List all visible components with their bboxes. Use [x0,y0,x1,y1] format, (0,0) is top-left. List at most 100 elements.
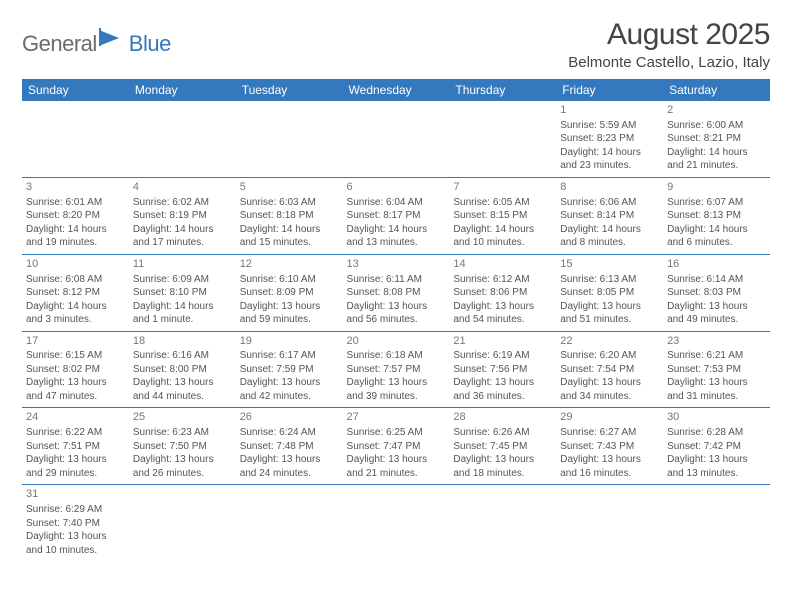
day-number: 16 [667,257,766,272]
title-block: August 2025 Belmonte Castello, Lazio, It… [568,18,770,71]
day-detail-line: Sunset: 8:02 PM [26,363,125,377]
day-number: 3 [26,180,125,195]
day-detail-line: and 42 minutes. [240,390,339,404]
day-detail-line: and 13 minutes. [667,467,766,481]
day-detail-line: Sunset: 7:45 PM [453,440,552,454]
day-number: 29 [560,410,659,425]
day-detail-line: Daylight: 14 hours [347,223,446,237]
day-cell: 26Sunrise: 6:24 AMSunset: 7:48 PMDayligh… [236,408,343,485]
day-detail-line: Sunset: 8:13 PM [667,209,766,223]
day-number: 11 [133,257,232,272]
day-detail-line: and 21 minutes. [347,467,446,481]
day-detail-line: and 44 minutes. [133,390,232,404]
day-detail-line: Daylight: 14 hours [453,223,552,237]
day-detail-line: and 10 minutes. [26,544,125,558]
day-detail-line: Sunset: 8:18 PM [240,209,339,223]
day-detail-line: Sunrise: 6:02 AM [133,196,232,210]
day-cell [22,101,129,177]
day-detail-line: Daylight: 13 hours [133,376,232,390]
day-detail-line: Sunrise: 6:29 AM [26,503,125,517]
day-detail-line: Daylight: 13 hours [240,453,339,467]
day-detail-line: Sunrise: 6:27 AM [560,426,659,440]
day-header: Tuesday [236,79,343,101]
day-detail-line: Sunrise: 6:00 AM [667,119,766,133]
calendar-page: General Blue August 2025 Belmonte Castel… [0,0,792,579]
day-detail-line: and 47 minutes. [26,390,125,404]
day-detail-line: Sunrise: 6:09 AM [133,273,232,287]
day-detail-line: Daylight: 13 hours [453,453,552,467]
day-detail-line: Sunset: 7:48 PM [240,440,339,454]
flag-icon [99,28,127,51]
day-detail-line: Sunrise: 6:26 AM [453,426,552,440]
day-header: Saturday [663,79,770,101]
week-row: 24Sunrise: 6:22 AMSunset: 7:51 PMDayligh… [22,408,770,485]
day-detail-line: Sunset: 7:47 PM [347,440,446,454]
day-detail-line: Sunset: 8:21 PM [667,132,766,146]
day-cell [449,101,556,177]
day-cell: 17Sunrise: 6:15 AMSunset: 8:02 PMDayligh… [22,331,129,408]
week-row: 3Sunrise: 6:01 AMSunset: 8:20 PMDaylight… [22,177,770,254]
week-row: 1Sunrise: 5:59 AMSunset: 8:23 PMDaylight… [22,101,770,177]
day-detail-line: Sunset: 8:12 PM [26,286,125,300]
day-detail-line: Daylight: 13 hours [667,300,766,314]
day-detail-line: and 18 minutes. [453,467,552,481]
day-number: 21 [453,334,552,349]
day-detail-line: Daylight: 13 hours [347,376,446,390]
week-row: 17Sunrise: 6:15 AMSunset: 8:02 PMDayligh… [22,331,770,408]
day-number: 6 [347,180,446,195]
day-number: 13 [347,257,446,272]
day-detail-line: Daylight: 14 hours [560,146,659,160]
day-detail-line: Sunrise: 6:07 AM [667,196,766,210]
day-detail-line: Sunset: 7:53 PM [667,363,766,377]
day-number: 25 [133,410,232,425]
day-cell [449,485,556,561]
day-detail-line: Sunrise: 6:16 AM [133,349,232,363]
day-detail-line: Sunset: 8:14 PM [560,209,659,223]
day-cell: 18Sunrise: 6:16 AMSunset: 8:00 PMDayligh… [129,331,236,408]
day-number: 22 [560,334,659,349]
day-detail-line: Sunrise: 6:22 AM [26,426,125,440]
day-detail-line: Daylight: 13 hours [560,453,659,467]
day-number: 30 [667,410,766,425]
day-cell: 24Sunrise: 6:22 AMSunset: 7:51 PMDayligh… [22,408,129,485]
day-header: Monday [129,79,236,101]
day-detail-line: and 39 minutes. [347,390,446,404]
day-detail-line: Sunrise: 6:10 AM [240,273,339,287]
day-detail-line: Daylight: 14 hours [133,223,232,237]
day-detail-line: Sunset: 8:23 PM [560,132,659,146]
day-detail-line: Sunrise: 6:24 AM [240,426,339,440]
day-detail-line: Daylight: 14 hours [26,223,125,237]
day-detail-line: Sunrise: 6:20 AM [560,349,659,363]
day-header: Wednesday [343,79,450,101]
day-detail-line: and 56 minutes. [347,313,446,327]
day-detail-line: Daylight: 13 hours [133,453,232,467]
day-detail-line: Sunrise: 6:13 AM [560,273,659,287]
day-number: 18 [133,334,232,349]
day-number: 27 [347,410,446,425]
day-detail-line: and 36 minutes. [453,390,552,404]
day-detail-line: Daylight: 14 hours [26,300,125,314]
day-detail-line: Sunset: 8:19 PM [133,209,232,223]
day-detail-line: Daylight: 13 hours [453,300,552,314]
day-cell [236,485,343,561]
day-cell: 27Sunrise: 6:25 AMSunset: 7:47 PMDayligh… [343,408,450,485]
day-detail-line: Sunset: 8:15 PM [453,209,552,223]
logo: General Blue [22,18,171,57]
day-detail-line: Sunrise: 6:12 AM [453,273,552,287]
day-detail-line: and 19 minutes. [26,236,125,250]
day-cell: 21Sunrise: 6:19 AMSunset: 7:56 PMDayligh… [449,331,556,408]
day-number: 5 [240,180,339,195]
day-header-row: Sunday Monday Tuesday Wednesday Thursday… [22,79,770,101]
day-detail-line: and 3 minutes. [26,313,125,327]
day-detail-line: and 24 minutes. [240,467,339,481]
day-number: 14 [453,257,552,272]
day-detail-line: Sunset: 7:50 PM [133,440,232,454]
day-cell [556,485,663,561]
day-cell: 31Sunrise: 6:29 AMSunset: 7:40 PMDayligh… [22,485,129,561]
day-detail-line: and 13 minutes. [347,236,446,250]
day-cell: 29Sunrise: 6:27 AMSunset: 7:43 PMDayligh… [556,408,663,485]
day-detail-line: Sunrise: 6:17 AM [240,349,339,363]
day-number: 2 [667,103,766,118]
day-detail-line: Sunrise: 6:14 AM [667,273,766,287]
day-cell: 6Sunrise: 6:04 AMSunset: 8:17 PMDaylight… [343,177,450,254]
